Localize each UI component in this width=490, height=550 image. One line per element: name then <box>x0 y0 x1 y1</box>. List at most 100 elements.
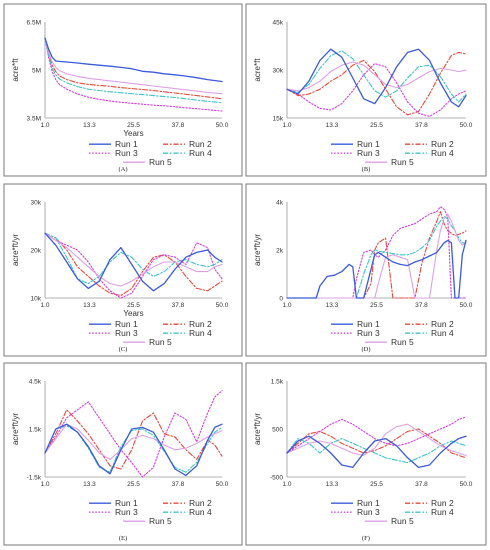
legend-label: Run 4 <box>431 507 454 517</box>
legend-label: Run 3 <box>115 148 138 158</box>
panel-caption: (E) <box>119 535 127 542</box>
x-tick-label: 37.8 <box>172 481 185 488</box>
legend-label: Run 1 <box>115 139 138 149</box>
legend-label: Run 4 <box>189 148 212 158</box>
legend-label: Run 2 <box>189 498 212 508</box>
x-tick-label: 13.3 <box>83 122 96 129</box>
legend-label: Run 3 <box>115 328 138 338</box>
x-tick-label: 25.5 <box>370 481 383 488</box>
x-tick-label: 37.8 <box>172 122 185 129</box>
x-tick-label: 13.3 <box>326 302 339 309</box>
x-tick-label: 37.8 <box>415 481 428 488</box>
x-tick-label: 1.0 <box>282 122 291 129</box>
y-tick-label: 5M <box>32 67 41 74</box>
x-tick-label: 1.0 <box>282 481 291 488</box>
series-line-run-2 <box>44 232 223 297</box>
legend-label: Run 4 <box>431 328 454 338</box>
series-line-run-1 <box>286 48 467 108</box>
chart-panel-b: 15k 30k 45k 1.0 13.3 25.5 37.8 50.0 acre*ft Run 1… <box>245 3 487 177</box>
x-tick-label: 13.3 <box>326 122 339 129</box>
series-line-run-5 <box>44 423 223 460</box>
y-tick-label: 20k <box>31 247 42 254</box>
series-line-run-5 <box>286 61 467 92</box>
x-tick-label: 1.0 <box>40 122 49 129</box>
legend-label: Run 2 <box>431 319 454 329</box>
x-tick-label: 25.5 <box>370 122 383 129</box>
series-line-run-2 <box>44 409 223 470</box>
y-tick-label: 1.5k <box>271 378 284 385</box>
x-tick-label: 13.3 <box>326 481 339 488</box>
panel-frame <box>3 183 243 357</box>
legend-label: Run 1 <box>115 498 138 508</box>
series-line-run-2 <box>286 51 467 116</box>
y-axis-label: acre*ft <box>11 58 20 82</box>
x-tick-label: 50.0 <box>460 122 473 129</box>
chart-panel-a: 3.5M 5M 6.5M 1.0 13.3 25.5 37.8 50.0 acre*ft Year… <box>3 3 243 177</box>
legend-label: Run 5 <box>391 157 414 167</box>
x-tick-label: 50.0 <box>216 481 229 488</box>
series-line-run-4 <box>44 425 223 473</box>
legend-label: Run 1 <box>357 139 380 149</box>
y-tick-label: 30k <box>31 199 42 206</box>
x-tick-label: 37.8 <box>172 302 185 309</box>
legend-label: Run 2 <box>431 139 454 149</box>
x-tick-label: 25.5 <box>127 122 140 129</box>
legend-label: Run 5 <box>391 337 414 347</box>
legend-label: Run 4 <box>189 507 212 517</box>
legend-label: Run 3 <box>357 507 380 517</box>
x-axis-label: Years <box>123 309 143 318</box>
y-tick-label: -500 <box>270 474 283 481</box>
x-axis-label: Years <box>123 129 143 138</box>
legend-label: Run 1 <box>357 319 380 329</box>
x-tick-label: 25.5 <box>370 302 383 309</box>
x-tick-label: 13.3 <box>83 302 96 309</box>
x-tick-label: 25.5 <box>127 302 140 309</box>
panel-frame <box>245 3 487 177</box>
legend-label: Run 3 <box>357 328 380 338</box>
legend-label: Run 5 <box>149 157 172 167</box>
series-line-run-5 <box>44 232 223 287</box>
series-line-run-3 <box>44 37 223 112</box>
legend-label: Run 3 <box>357 148 380 158</box>
panel-frame <box>3 362 243 546</box>
series-line-run-1 <box>44 232 223 292</box>
y-axis-label: acre*ft <box>253 58 262 82</box>
series-line-run-3 <box>44 390 223 478</box>
legend-label: Run 5 <box>391 516 414 526</box>
legend-label: Run 2 <box>189 139 212 149</box>
x-tick-label: 13.3 <box>83 481 96 488</box>
legend-label: Run 1 <box>115 319 138 329</box>
y-tick-label: 4.5k <box>29 378 42 385</box>
x-tick-label: 1.0 <box>40 302 49 309</box>
y-tick-label: 4k <box>276 199 284 206</box>
series-line-run-2 <box>44 37 223 100</box>
legend-label: Run 4 <box>189 328 212 338</box>
x-tick-label: 37.8 <box>415 302 428 309</box>
series-line-run-1 <box>286 239 467 299</box>
y-tick-label: 6.5M <box>27 19 41 26</box>
series-line-run-4 <box>286 438 467 464</box>
series-line-run-5 <box>286 423 467 456</box>
series-line-run-3 <box>44 232 223 299</box>
y-tick-label: -1.5k <box>27 474 42 481</box>
y-tick-label: 1.5k <box>29 426 42 433</box>
y-axis-label: acre*ft/yr <box>11 413 20 445</box>
y-axis-label: acre*ft/yr <box>253 234 262 266</box>
x-tick-label: 50.0 <box>460 481 473 488</box>
chart-panel-f: -500 500 1.5k 1.0 13.3 25.5 37.8 50.0 acre*ft/yr… <box>245 362 487 546</box>
x-tick-label: 1.0 <box>282 302 291 309</box>
legend-label: Run 1 <box>357 498 380 508</box>
y-tick-label: 2k <box>276 247 284 254</box>
x-tick-label: 25.5 <box>127 481 140 488</box>
panel-caption: (B) <box>362 166 371 173</box>
series-line-run-4 <box>286 50 467 103</box>
y-tick-label: 30k <box>273 67 284 74</box>
series-line-run-1 <box>44 37 223 83</box>
y-tick-label: 10k <box>31 295 42 302</box>
legend-label: Run 5 <box>149 516 172 526</box>
panel-caption: (D) <box>361 346 370 353</box>
legend-label: Run 5 <box>149 337 172 347</box>
y-axis-label: acre*ft/yr <box>11 234 20 266</box>
